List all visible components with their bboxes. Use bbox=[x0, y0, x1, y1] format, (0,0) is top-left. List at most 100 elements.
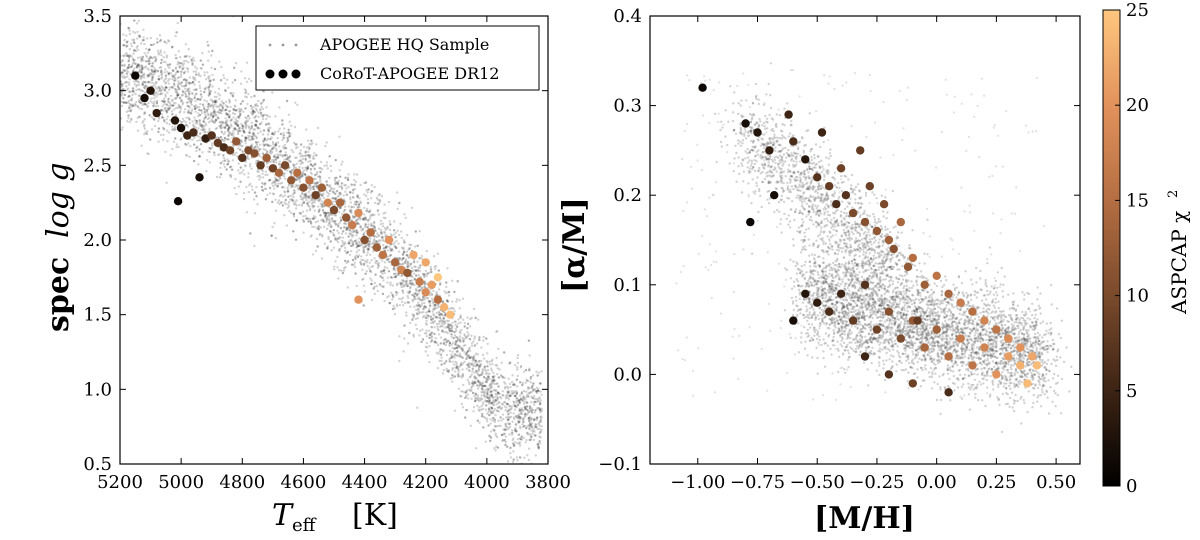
apogee-point bbox=[356, 231, 359, 235]
apogee-point bbox=[383, 203, 386, 206]
apogee-point bbox=[466, 334, 469, 338]
apogee-point bbox=[475, 447, 478, 450]
apogee-point bbox=[509, 446, 512, 449]
apogee-point bbox=[335, 239, 338, 242]
apogee-point bbox=[174, 97, 177, 100]
apogee-point bbox=[462, 340, 465, 343]
apogee-point bbox=[438, 283, 442, 286]
apogee-point bbox=[143, 66, 146, 69]
apogee-point bbox=[432, 304, 435, 307]
apogee-point bbox=[421, 287, 424, 290]
apogee-point bbox=[426, 272, 429, 275]
apogee-point bbox=[480, 394, 483, 397]
apogee-point bbox=[398, 201, 401, 205]
apogee-point bbox=[157, 127, 161, 130]
apogee-point bbox=[414, 287, 418, 291]
apogee-point bbox=[141, 82, 144, 85]
apogee-point bbox=[258, 178, 261, 181]
apogee-point bbox=[313, 225, 316, 229]
apogee-point bbox=[223, 76, 226, 80]
apogee-point bbox=[324, 214, 327, 217]
apogee-point bbox=[487, 400, 490, 404]
apogee-point bbox=[397, 242, 400, 245]
apogee-point bbox=[518, 394, 522, 397]
apogee-point bbox=[147, 68, 150, 71]
apogee-point bbox=[307, 147, 311, 151]
apogee-point bbox=[529, 376, 533, 379]
apogee-point bbox=[285, 224, 288, 227]
apogee-point bbox=[163, 40, 166, 43]
apogee-point bbox=[476, 361, 479, 364]
apogee-point bbox=[125, 52, 128, 55]
apogee-point bbox=[290, 185, 294, 188]
apogee-point bbox=[125, 85, 128, 88]
apogee-point bbox=[518, 456, 522, 459]
apogee-point bbox=[485, 420, 489, 423]
apogee-point bbox=[506, 418, 510, 421]
apogee-point bbox=[412, 335, 415, 338]
apogee-point bbox=[129, 104, 132, 107]
apogee-point bbox=[208, 161, 212, 164]
apogee-point bbox=[248, 184, 251, 187]
apogee-point bbox=[516, 416, 519, 420]
apogee-point bbox=[525, 379, 529, 383]
apogee-point bbox=[165, 118, 168, 121]
apogee-point bbox=[316, 245, 319, 248]
apogee-point bbox=[495, 435, 499, 439]
apogee-point bbox=[218, 125, 221, 128]
apogee-point bbox=[477, 318, 480, 321]
apogee-point bbox=[473, 343, 477, 347]
apogee-point bbox=[370, 214, 374, 217]
apogee-point bbox=[447, 326, 451, 330]
apogee-point bbox=[368, 267, 371, 270]
apogee-point bbox=[164, 86, 168, 89]
apogee-point bbox=[283, 214, 286, 217]
apogee-point bbox=[406, 301, 409, 304]
apogee-point bbox=[430, 326, 433, 329]
apogee-point bbox=[527, 447, 531, 450]
apogee-point bbox=[308, 154, 312, 157]
apogee-point bbox=[182, 71, 186, 75]
apogee-point bbox=[362, 277, 365, 281]
apogee-point bbox=[409, 321, 412, 325]
apogee-point bbox=[476, 396, 480, 399]
apogee-point bbox=[227, 134, 230, 138]
apogee-point bbox=[431, 301, 435, 305]
apogee-point bbox=[475, 371, 479, 374]
apogee-point bbox=[391, 298, 394, 301]
apogee-point bbox=[146, 152, 149, 155]
apogee-point bbox=[237, 147, 240, 150]
apogee-point bbox=[222, 74, 225, 77]
apogee-point bbox=[312, 217, 316, 220]
apogee-point bbox=[405, 258, 408, 261]
apogee-point bbox=[450, 343, 454, 346]
apogee-point bbox=[203, 124, 206, 128]
apogee-point bbox=[254, 104, 258, 107]
apogee-point bbox=[386, 266, 389, 270]
apogee-point bbox=[314, 162, 317, 166]
apogee-point bbox=[181, 93, 184, 97]
apogee-point bbox=[312, 215, 316, 218]
apogee-point bbox=[531, 374, 535, 377]
apogee-point bbox=[162, 119, 166, 122]
apogee-point bbox=[319, 199, 322, 202]
apogee-point bbox=[271, 225, 274, 229]
apogee-point bbox=[272, 158, 276, 162]
apogee-point bbox=[264, 198, 268, 201]
apogee-point bbox=[413, 292, 417, 295]
apogee-point bbox=[121, 126, 124, 129]
apogee-point bbox=[309, 185, 312, 188]
apogee-point bbox=[379, 231, 383, 234]
apogee-point bbox=[264, 173, 267, 177]
apogee-point bbox=[309, 188, 312, 192]
apogee-point bbox=[442, 314, 445, 317]
apogee-point bbox=[226, 138, 229, 141]
apogee-point bbox=[467, 366, 470, 369]
apogee-point bbox=[176, 21, 179, 25]
apogee-point bbox=[312, 155, 315, 158]
apogee-point bbox=[508, 362, 511, 365]
apogee-point bbox=[411, 283, 414, 286]
apogee-point bbox=[323, 164, 326, 167]
apogee-point bbox=[350, 233, 353, 237]
apogee-point bbox=[178, 65, 181, 68]
